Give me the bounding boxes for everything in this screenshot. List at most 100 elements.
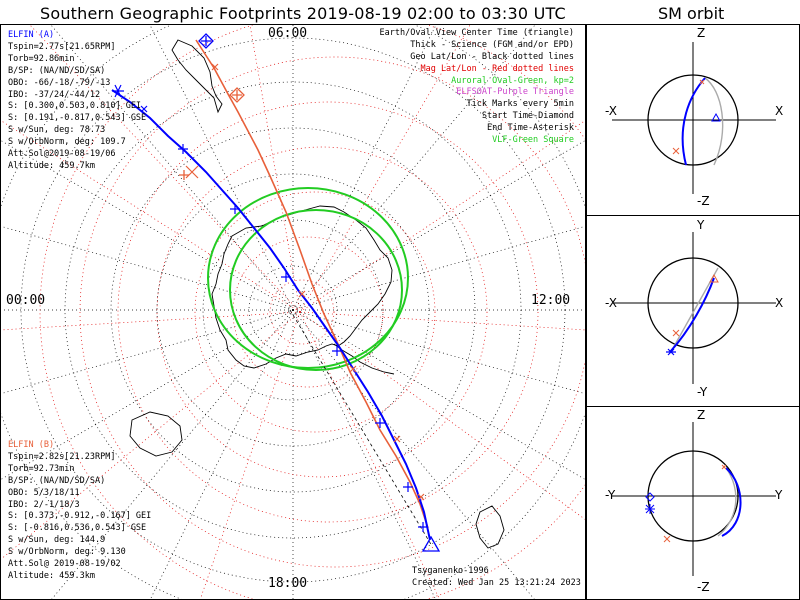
- australia-coast: [129, 411, 183, 457]
- elfin-a-line: S: [0.300,0.503,0.810] GEI: [8, 101, 142, 112]
- tick-cross-icon: [403, 482, 413, 492]
- elfin-a-line: Tspin=2.77s[21.65RPM]: [8, 41, 116, 52]
- elfin-a-line: Att.Sol@2019-08-19/06: [8, 149, 116, 160]
- tick-cross-icon: [418, 522, 428, 532]
- tick-cross-icon: [281, 272, 291, 282]
- elfin-b-info: ELFIN (B) Tspin=2.82s[21.23RPM] Torb=92.…: [8, 440, 151, 583]
- sm1-label-left: -X: [605, 104, 617, 118]
- sm-panel-2: [612, 232, 776, 384]
- elfin-b-line: Tspin=2.82s[21.23RPM]: [8, 451, 116, 462]
- elfin-a-line: Altitude: 459.7km: [8, 160, 95, 171]
- tick-cross-icon: [230, 204, 240, 214]
- elfin-a-line: B/SP: (NA/ND/SD/SA): [8, 65, 106, 76]
- elfin-b-line: OBO: 5/3/18/11: [8, 487, 80, 498]
- sm-panel-1: [612, 42, 776, 194]
- sm2-label-bottom: -Y: [697, 385, 708, 399]
- legend-item: Mag Lat/Lon - Red dotted lines: [420, 63, 574, 74]
- elfin-b-line: S w/OrbNorm, deg: 9.130: [8, 547, 126, 558]
- elfin-b-line: S w/Sun, deg: 144.9: [8, 535, 106, 546]
- sm3-label-right: Y: [775, 488, 783, 502]
- end-asterisk-icon: [666, 348, 676, 356]
- view-center-line: [289, 309, 433, 547]
- sm1-label-right: X: [775, 104, 784, 118]
- elfin-a-line: S w/OrbNorm, deg: 109.7: [8, 137, 126, 148]
- auroral-ovals: [207, 187, 409, 371]
- africa-tip-coast: [475, 505, 505, 549]
- legend: Earth/Oval View Center Time (triangle) T…: [380, 28, 574, 147]
- legend-item: End Time-Asterisk: [487, 123, 574, 134]
- tick-cross-icon: [185, 165, 199, 179]
- created-timestamp: Created: Wed Jan 25 13:21:24 2023: [412, 578, 581, 588]
- start-diamond-icon: [229, 87, 245, 103]
- sm-panel-3: [612, 422, 776, 576]
- elfin-a-line: S: [0.191,-0.817,0.543] GSE: [8, 113, 147, 124]
- elfin-b-track: [195, 39, 429, 529]
- tick-cross-icon: [332, 346, 342, 356]
- tick-cross-icon: [298, 290, 306, 298]
- end-asterisk-icon: [112, 84, 124, 98]
- geo-grid: [1, 25, 585, 599]
- sm-orbit-title: SM orbit: [658, 4, 725, 23]
- page-title: Southern Geographic Footprints 2019-08-1…: [40, 4, 566, 23]
- legend-item: Tick Marks every 5min: [466, 99, 574, 110]
- elfin-b-line: Altitude: 459.3km: [8, 570, 95, 581]
- elfin-a-line: OBO: -66/-18/-79/-13: [8, 77, 111, 88]
- elfin-b-tick-marks: [185, 63, 425, 501]
- south-america-coast: [171, 39, 223, 114]
- model-credit: Tsyganenko-1996: [412, 566, 489, 576]
- elfin-b-line: IBO: 2/-1/18/3: [8, 499, 80, 510]
- elfin-a-line: IBO: -37/24/-44/12: [8, 89, 101, 100]
- tick-cross-icon: [140, 105, 148, 113]
- elfin-b-line: Torb=92.73min: [8, 463, 75, 474]
- elfin-a-info: ELFIN (A) Tspin=2.77s[21.65RPM] Torb=92.…: [8, 30, 146, 173]
- tick-cross-icon: [393, 435, 401, 443]
- mag-grid: [1, 25, 585, 599]
- sm1-label-bottom: -Z: [697, 194, 710, 208]
- tick-cross-icon: [672, 147, 680, 155]
- peninsula-coast: [333, 343, 395, 375]
- start-diamond-icon: [645, 492, 655, 502]
- legend-item: Geo Lat/Lon - Black dotted lines: [410, 51, 574, 62]
- end-asterisk-icon: [179, 170, 189, 180]
- sm3-label-left: -Y: [605, 488, 616, 502]
- hour-label-left: 00:00: [6, 293, 46, 308]
- end-asterisk-icon: [645, 504, 655, 514]
- tick-cross-icon: [699, 79, 705, 85]
- hour-label-bottom: 18:00: [268, 576, 308, 591]
- sm2-label-right: X: [775, 296, 784, 310]
- legend-item: VLF-Green Square: [492, 135, 574, 146]
- start-diamond-icon: [198, 33, 214, 49]
- elfin-a-name: ELFIN (A): [8, 30, 55, 40]
- legend-item: Auroral Oval-Green, kp=2: [451, 75, 574, 86]
- elfin-b-line: Att.Sol@ 2019-08-19/02: [8, 559, 121, 570]
- tick-cross-icon: [417, 493, 425, 501]
- sm3-label-bottom: -Z: [697, 580, 710, 594]
- hour-label-right: 12:00: [531, 293, 571, 308]
- tick-cross-icon: [211, 63, 219, 71]
- elfin-b-line: S: [0.373,-0.912,-0.167] GEI: [8, 511, 152, 522]
- elfin-b-line: S: [-0.816,0.536,0.543] GSE: [8, 523, 147, 534]
- elfin-a-line: S w/Sun, deg: 78.73: [8, 125, 106, 136]
- legend-item: Earth/Oval View Center Time (triangle): [379, 28, 574, 38]
- legend-item: Thick - Science (FGM and/or EPD): [410, 39, 574, 50]
- hour-label-top: 06:00: [268, 26, 308, 41]
- tick-cross-icon: [349, 365, 357, 373]
- elfin-a-line: Torb=92.86min: [8, 53, 75, 64]
- elfin-a-track: [111, 89, 431, 541]
- view-center-triangle-icon: [709, 273, 719, 283]
- legend-item: Start Time-Diamond: [481, 111, 574, 122]
- elfin-a-tick-marks: [140, 105, 428, 532]
- view-center-triangle-icon: [421, 535, 441, 552]
- tick-cross-icon: [178, 144, 188, 154]
- tick-cross-icon: [672, 329, 680, 337]
- view-center-triangle-icon: [711, 112, 721, 122]
- legend-item: ELFSOAT-Purple Triangle: [456, 87, 574, 98]
- sm2-label-left: -X: [605, 296, 617, 310]
- elfin-b-line: B/SP: (NA/ND/SD/SA): [8, 475, 106, 486]
- tick-cross-icon: [721, 464, 727, 470]
- tick-cross-icon: [663, 535, 671, 543]
- sm2-label-top: Y: [697, 218, 705, 232]
- elfin-b-name: ELFIN (B): [8, 440, 55, 450]
- sm3-label-top: Z: [697, 408, 706, 422]
